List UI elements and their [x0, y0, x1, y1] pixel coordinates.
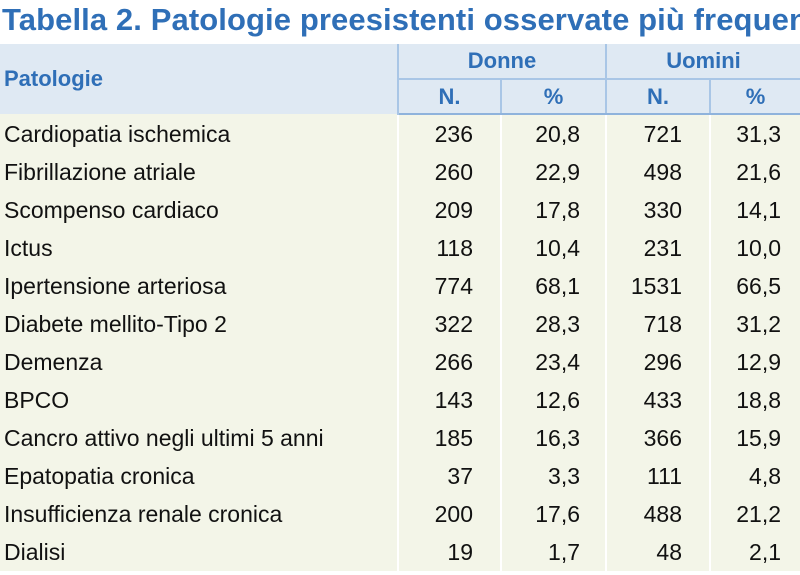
row-women-percent: 28,3 [501, 305, 608, 343]
table-title: Tabella 2. Patologie preesistenti osserv… [2, 2, 800, 37]
column-header-men-n: N. [606, 79, 712, 115]
row-men-percent: 18,8 [710, 381, 800, 419]
row-men-percent: 21,2 [710, 495, 800, 533]
column-group-women: Donne [398, 44, 608, 80]
row-men-percent: 10,0 [710, 229, 800, 267]
table-row: BPCO 143 12,6 433 18,8 [0, 381, 800, 419]
row-women-count: 209 [398, 191, 502, 229]
row-men-count: 433 [606, 381, 712, 419]
row-men-percent: 4,8 [710, 457, 800, 495]
row-men-percent: 15,9 [710, 419, 800, 457]
row-men-percent: 2,1 [710, 533, 800, 571]
row-men-count: 366 [606, 419, 712, 457]
row-pathology-name: BPCO [0, 381, 399, 419]
table-row: Fibrillazione atriale 260 22,9 498 21,6 [0, 153, 800, 191]
row-men-count: 488 [606, 495, 712, 533]
row-pathology-name: Cancro attivo negli ultimi 5 anni [0, 419, 399, 457]
row-women-count: 143 [398, 381, 502, 419]
row-pathology-name: Diabete mellito-Tipo 2 [0, 305, 399, 343]
row-men-count: 721 [606, 114, 712, 153]
row-pathology-name: Cardiopatia ischemica [0, 114, 399, 153]
row-women-count: 118 [398, 229, 502, 267]
row-pathology-name: Scompenso cardiaco [0, 191, 399, 229]
row-women-count: 322 [398, 305, 502, 343]
table-row: Insufficienza renale cronica 200 17,6 488 21… [0, 495, 800, 533]
row-men-count: 111 [606, 457, 712, 495]
row-women-percent: 22,9 [501, 153, 608, 191]
table-row: Epatopatia cronica 37 3,3 111 4,8 [0, 457, 800, 495]
row-men-percent: 66,5 [710, 267, 800, 305]
row-women-percent: 17,6 [501, 495, 608, 533]
row-women-percent: 3,3 [501, 457, 608, 495]
row-women-count: 260 [398, 153, 502, 191]
row-pathology-name: Dialisi [0, 533, 399, 571]
column-header-women-n: N. [398, 79, 502, 115]
row-women-percent: 10,4 [501, 229, 608, 267]
table-row: Demenza 266 23,4 296 12,9 [0, 343, 800, 381]
row-men-count: 231 [606, 229, 712, 267]
row-women-percent: 16,3 [501, 419, 608, 457]
row-women-percent: 68,1 [501, 267, 608, 305]
row-women-count: 37 [398, 457, 502, 495]
table-row: Scompenso cardiaco 209 17,8 330 14,1 [0, 191, 800, 229]
row-men-percent: 31,3 [710, 114, 800, 153]
column-header-men-pct: % [710, 79, 800, 115]
row-men-percent: 12,9 [710, 343, 800, 381]
row-men-percent: 21,6 [710, 153, 800, 191]
column-header-women-pct: % [501, 79, 608, 115]
row-women-count: 774 [398, 267, 502, 305]
row-pathology-name: Demenza [0, 343, 399, 381]
row-women-percent: 23,4 [501, 343, 608, 381]
row-men-count: 718 [606, 305, 712, 343]
row-women-count: 200 [398, 495, 502, 533]
row-men-count: 498 [606, 153, 712, 191]
row-women-percent: 1,7 [501, 533, 608, 571]
column-header-pathology: Patologie [0, 44, 399, 114]
row-men-percent: 14,1 [710, 191, 800, 229]
row-men-count: 296 [606, 343, 712, 381]
row-men-count: 330 [606, 191, 712, 229]
row-pathology-name: Epatopatia cronica [0, 457, 399, 495]
table-row: Ictus 118 10,4 231 10,0 [0, 229, 800, 267]
row-pathology-name: Ictus [0, 229, 399, 267]
pathologies-table: Patologie Donne Uomini N. % N. % Cardiop… [0, 44, 800, 571]
table-row: Cancro attivo negli ultimi 5 anni 185 16,3… [0, 419, 800, 457]
row-women-count: 19 [398, 533, 502, 571]
table-row: Ipertensione arteriosa 774 68,1 1531 66,5 [0, 267, 800, 305]
row-women-count: 185 [398, 419, 502, 457]
row-women-percent: 12,6 [501, 381, 608, 419]
table-row: Diabete mellito-Tipo 2 322 28,3 718 31,2 [0, 305, 800, 343]
row-men-percent: 31,2 [710, 305, 800, 343]
row-pathology-name: Fibrillazione atriale [0, 153, 399, 191]
table-row: Dialisi 19 1,7 48 2,1 [0, 533, 800, 571]
row-women-count: 266 [398, 343, 502, 381]
row-men-count: 48 [606, 533, 712, 571]
row-pathology-name: Ipertensione arteriosa [0, 267, 399, 305]
row-men-count: 1531 [606, 267, 712, 305]
row-women-percent: 17,8 [501, 191, 608, 229]
column-group-men: Uomini [606, 44, 800, 80]
row-women-count: 236 [398, 114, 502, 153]
row-pathology-name: Insufficienza renale cronica [0, 495, 399, 533]
row-women-percent: 20,8 [501, 114, 608, 153]
table-row: Cardiopatia ischemica 236 20,8 721 31,3 [0, 114, 800, 153]
